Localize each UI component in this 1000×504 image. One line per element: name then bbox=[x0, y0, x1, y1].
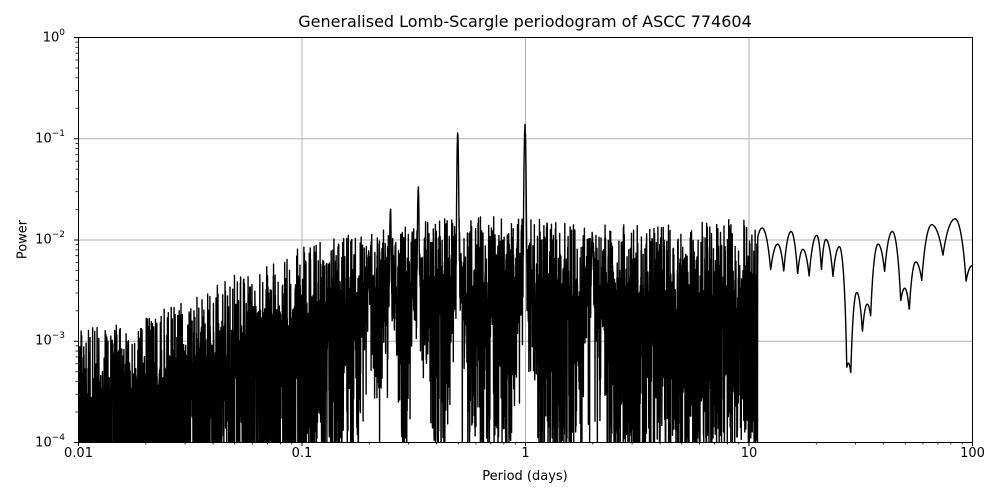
y-tick-label: 10−4 bbox=[35, 432, 65, 450]
x-axis-label: Period (days) bbox=[482, 469, 568, 484]
x-tick-label: 0.01 bbox=[64, 446, 93, 461]
chart-title: Generalised Lomb-Scargle periodogram of … bbox=[298, 12, 752, 31]
axes-frame bbox=[78, 37, 973, 443]
y-tick-label: 100 bbox=[42, 27, 65, 45]
y-tick-label: 10−1 bbox=[35, 128, 65, 147]
y-tick-label: 10−2 bbox=[35, 230, 65, 248]
x-tick-label: 0.1 bbox=[291, 446, 313, 461]
x-tick-label: 10 bbox=[740, 446, 758, 461]
x-tick-label: 1 bbox=[521, 446, 530, 461]
y-axis-label: Power bbox=[15, 219, 31, 260]
periodogram-line bbox=[78, 123, 972, 442]
y-tick-label: 10−3 bbox=[35, 331, 65, 349]
x-tick-label: 100 bbox=[960, 446, 985, 461]
